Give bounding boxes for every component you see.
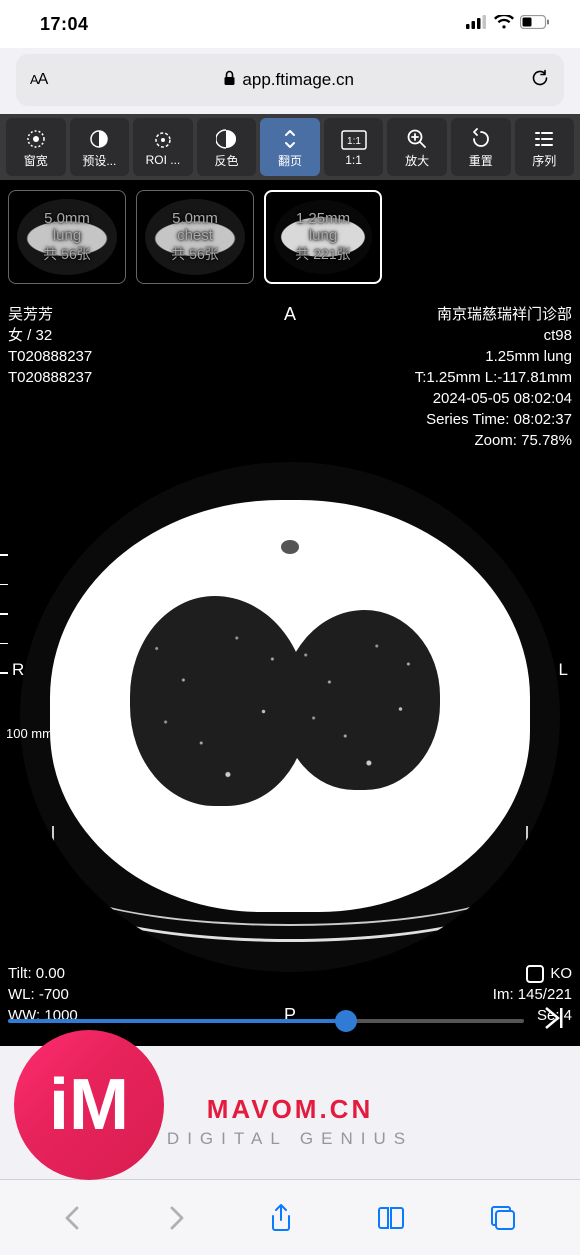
thumb-count: 共 56张 [43, 244, 90, 264]
bookmarks-button[interactable] [376, 1205, 406, 1231]
overlay-right-marker: R [12, 660, 24, 680]
roi-icon [152, 129, 174, 151]
tool-page[interactable]: 翻页 [260, 118, 320, 176]
ko-label: KO [550, 963, 572, 984]
overlay-left-marker: L [559, 660, 568, 680]
tabs-button[interactable] [489, 1204, 517, 1232]
status-bar: 17:04 [0, 0, 580, 48]
tool-label: 序列 [532, 152, 556, 169]
ko-checkbox[interactable] [526, 965, 544, 983]
battery-icon [520, 15, 550, 34]
window-icon [25, 128, 47, 150]
tool-label: 1:1 [345, 153, 362, 167]
status-time: 17:04 [40, 14, 89, 35]
series-icon [534, 128, 554, 150]
overlay-top-left: 吴芳芳女 / 32T020888237T020888237 [8, 304, 92, 388]
ct-scan-image [20, 462, 560, 972]
thumb-count: 共 56张 [171, 244, 218, 264]
tool-label: ROI ... [146, 153, 181, 167]
preset-icon [88, 128, 110, 150]
tool-label: 重置 [469, 152, 493, 169]
tool-preset[interactable]: 预设... [70, 118, 130, 176]
reset-icon [470, 128, 492, 150]
tool-zoom[interactable]: 放大 [387, 118, 447, 176]
back-button[interactable] [63, 1204, 83, 1232]
signal-icon [466, 15, 488, 34]
svg-text:1:1: 1:1 [347, 136, 361, 147]
series-thumbnails: 5.0mmlung共 56张5.0mmchest共 56张1.25mmlung共… [0, 180, 580, 294]
status-indicators [466, 15, 550, 34]
browser-nav [0, 1179, 580, 1255]
tool-series[interactable]: 序列 [515, 118, 575, 176]
thumb-title: 5.0mmchest [172, 210, 218, 245]
forward-button[interactable] [166, 1204, 186, 1232]
tool-label: 反色 [214, 152, 238, 169]
reload-icon[interactable] [530, 68, 550, 93]
page-icon [281, 128, 299, 150]
tool-window[interactable]: 窗宽 [6, 118, 66, 176]
viewer-toolbar: 窗宽 预设... ROI ... 反色 翻页 1:1 1:1 放大 重置 序列 [0, 114, 580, 180]
tool-label: 翻页 [278, 152, 302, 169]
tool-invert[interactable]: 反色 [197, 118, 257, 176]
overlay-anterior: A [284, 304, 296, 325]
thumb-title: 1.25mmlung [296, 210, 350, 245]
url-display[interactable]: app.ftimage.cn [57, 70, 520, 91]
tool-label: 放大 [405, 152, 429, 169]
wifi-icon [494, 15, 514, 34]
share-button[interactable] [269, 1203, 293, 1233]
thumb-title: 5.0mmlung [44, 210, 90, 245]
overlay-top-right: 南京瑞慈瑞祥门诊部ct981.25mm lungT:1.25mm L:-117.… [415, 304, 572, 451]
slice-slider[interactable] [8, 1010, 524, 1032]
next-slice-button[interactable] [540, 1004, 568, 1036]
ruler-ticks [0, 554, 12, 674]
tool-ratio[interactable]: 1:1 1:1 [324, 118, 384, 176]
zoom-icon [406, 128, 428, 150]
overlay-scale-label: 100 mm [6, 726, 53, 741]
slider-thumb[interactable] [335, 1010, 357, 1032]
logo-badge: iM [14, 1030, 164, 1180]
series-thumbnail[interactable]: 1.25mmlung共 221张 [264, 190, 382, 284]
series-thumbnail[interactable]: 5.0mmlung共 56张 [8, 190, 126, 284]
thumb-count: 共 221张 [295, 244, 350, 264]
tool-roi[interactable]: ROI ... [133, 118, 193, 176]
dicom-viewer[interactable]: 吴芳芳女 / 32T020888237T020888237 A 南京瑞慈瑞祥门诊… [0, 294, 580, 1046]
ratio-icon: 1:1 [341, 129, 367, 151]
series-thumbnail[interactable]: 5.0mmchest共 56张 [136, 190, 254, 284]
address-bar[interactable]: AA app.ftimage.cn [16, 54, 564, 106]
lock-icon [223, 70, 236, 91]
url-text: app.ftimage.cn [242, 70, 354, 90]
text-size-button[interactable]: AA [30, 71, 47, 89]
invert-icon [216, 128, 236, 150]
tool-label: 窗宽 [24, 152, 48, 169]
tool-label: 预设... [82, 152, 116, 169]
tool-reset[interactable]: 重置 [451, 118, 511, 176]
